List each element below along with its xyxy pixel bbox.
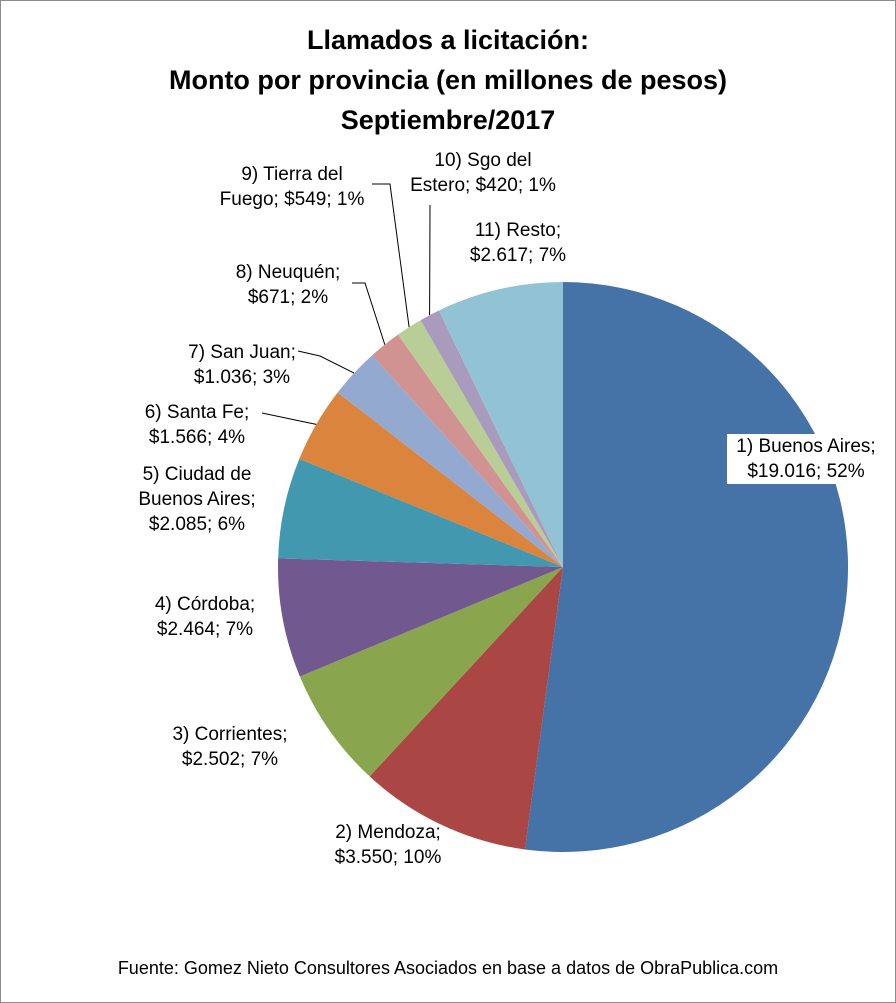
pie-slice-san-juan <box>337 355 563 567</box>
leader-line-santa-fe <box>261 412 317 425</box>
chart-title: Llamados a licitación: Monto por provinc… <box>0 20 896 140</box>
data-label-santa-fe: 6) Santa Fe; $1.566; 4% <box>144 402 250 448</box>
data-label-neuquen: 8) Neuquén; $671; 2% <box>235 262 341 308</box>
data-label-resto: 11) Resto; $2.617; 7% <box>469 220 567 266</box>
pie-slice-ciudad-buenos-aires <box>278 458 563 567</box>
chart-title-line-3: Septiembre/2017 <box>340 105 556 135</box>
chart-title-line-1: Llamados a licitación: <box>306 25 590 55</box>
source-note: Fuente: Gomez Nieto Consultores Asociado… <box>117 958 779 978</box>
data-label-san-juan: 7) San Juan; $1.036; 3% <box>188 342 296 388</box>
pie-slice-resto <box>438 282 563 567</box>
leader-line-san-juan <box>297 350 355 374</box>
pie-slice-santa-fe <box>299 392 563 567</box>
data-label-tierra-del-fuego: 9) Tierra del Fuego; $549; 1% <box>219 164 365 210</box>
pie-slice-sgo-del-estero <box>420 310 563 567</box>
pie-slice-neuquen <box>372 334 563 567</box>
data-label-ciudad-buenos-aires: 5) Ciudad de Buenos Aires; $2.085; 6% <box>138 464 256 535</box>
data-label-cordoba: 4) Córdoba; $2.464; 7% <box>154 594 256 640</box>
leader-line-tierra-del-fuego <box>372 183 410 328</box>
pie-slice-cordoba <box>278 558 563 677</box>
chart-title-line-2: Monto por provincia (en millones de peso… <box>168 65 728 95</box>
pie-slice-buenos-aires <box>524 282 849 852</box>
pie-slice-tierra-del-fuego <box>397 320 563 567</box>
pie-slice-corrientes <box>299 567 563 777</box>
data-label-sgo-del-estero: 10) Sgo del Estero; $420; 1% <box>410 150 556 196</box>
pie-slice-mendoza <box>369 567 563 850</box>
data-label-buenos-aires: 1) Buenos Aires; $19.016; 52% <box>727 434 885 484</box>
data-label-corrientes: 3) Corrientes; $2.502; 7% <box>172 724 288 770</box>
data-label-mendoza: 2) Mendoza; $3.550; 10% <box>334 822 442 868</box>
leader-line-neuquen <box>352 282 386 345</box>
